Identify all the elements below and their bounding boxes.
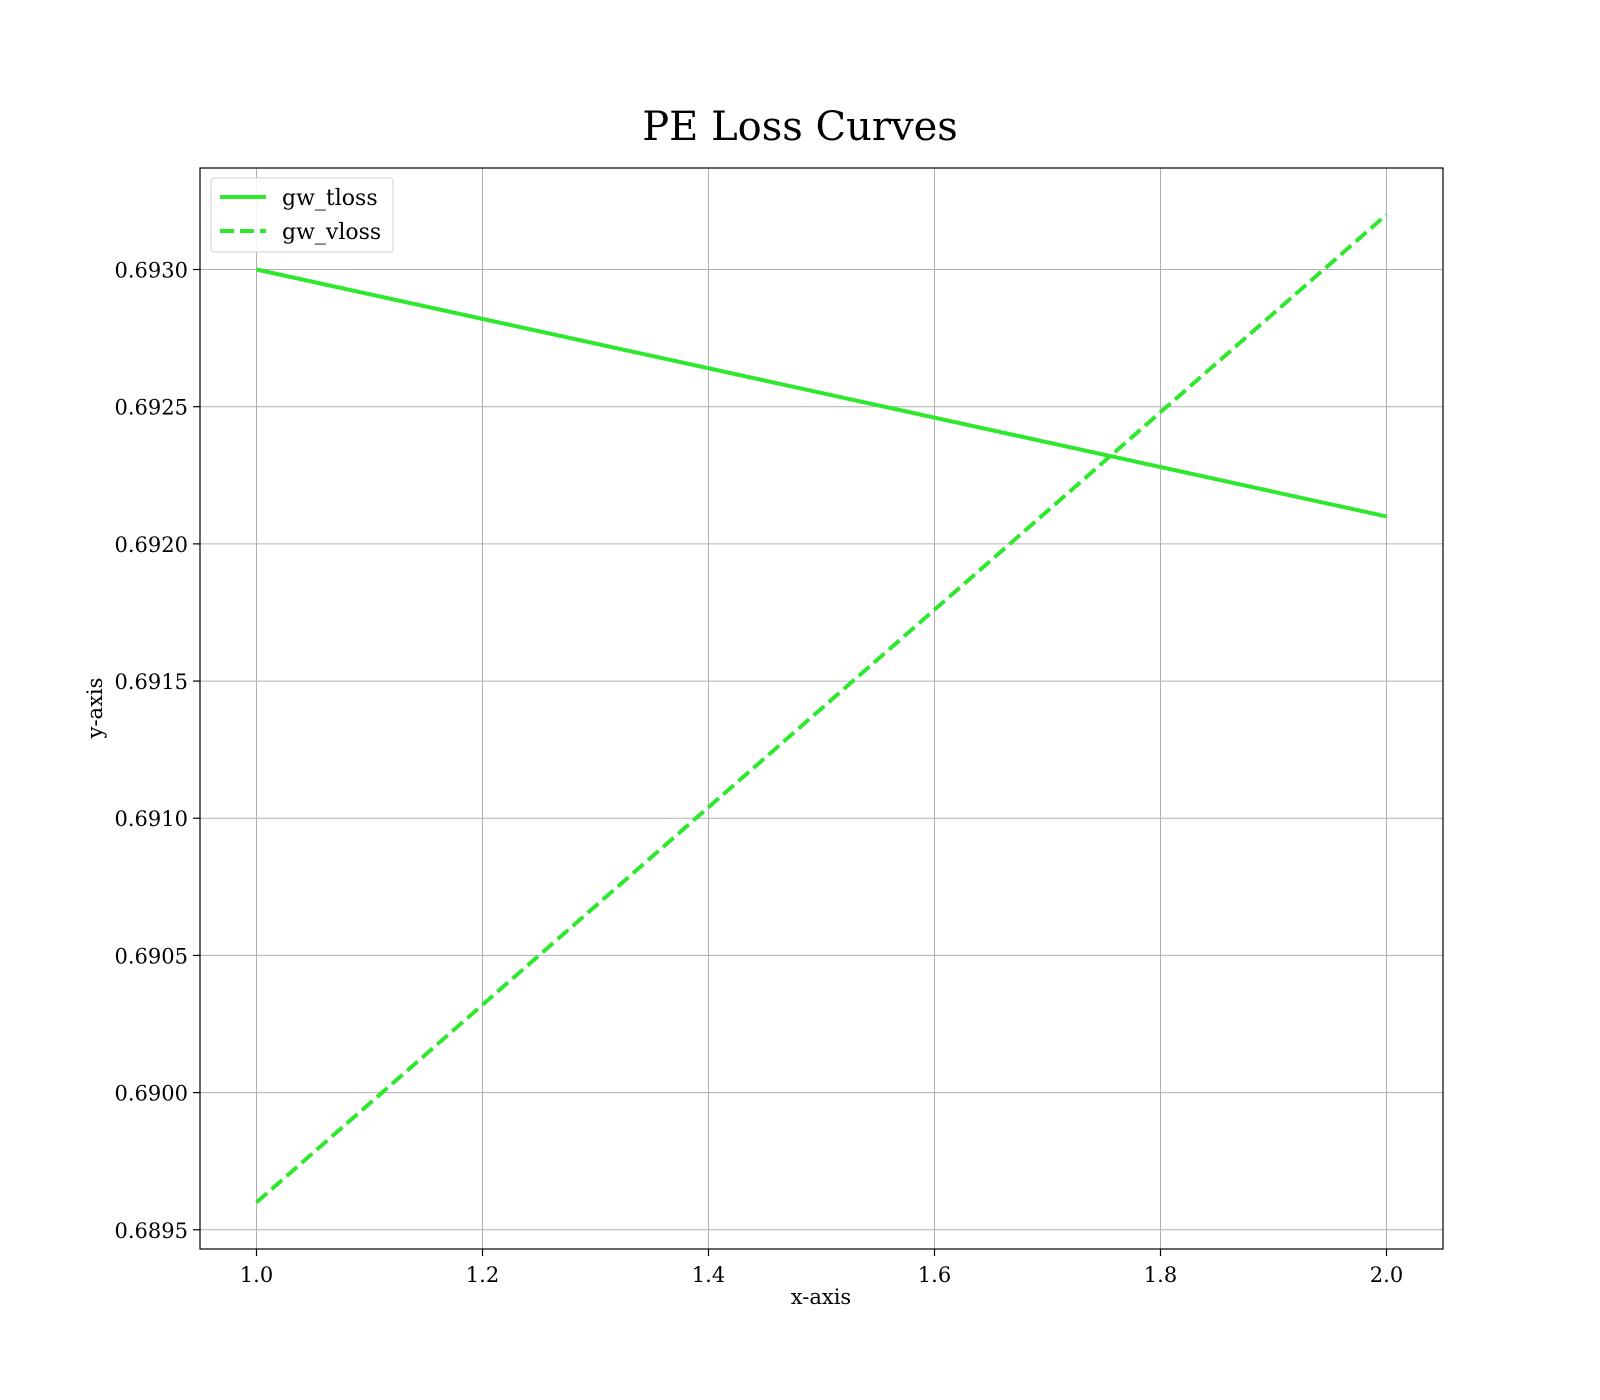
x-tick-label: 1.2 — [466, 1263, 499, 1287]
y-tick-label: 0.6930 — [115, 259, 188, 283]
y-tick-label: 0.6900 — [115, 1082, 188, 1106]
legend: gw_tloss gw_vloss — [210, 177, 394, 253]
x-tick-label: 1.6 — [918, 1263, 951, 1287]
x-tick-label: 2.0 — [1370, 1263, 1403, 1287]
y-axis-label: y-axis — [83, 678, 107, 740]
x-tick-label: 1.0 — [240, 1263, 273, 1287]
tick-layer: 1.0 1.2 1.4 1.6 1.8 2.0 0.6895 0.6900 0.6905 0.69… — [115, 259, 1404, 1287]
x-tick-label: 1.8 — [1144, 1263, 1177, 1287]
x-axis-label: x-axis — [791, 1285, 851, 1309]
series-layer — [255, 213, 1388, 1204]
plot-frame — [199, 167, 1444, 1250]
x-tick-label: 1.4 — [692, 1263, 725, 1287]
chart-title: PE Loss Curves — [642, 104, 958, 150]
y-tick-label: 0.6915 — [115, 670, 188, 694]
y-tick-label: 0.6925 — [115, 396, 188, 420]
grid-layer — [200, 168, 1443, 1249]
series-line-gw-vloss — [255, 213, 1388, 1204]
y-tick-label: 0.6910 — [115, 807, 188, 831]
y-tick-label: 0.6905 — [115, 944, 188, 968]
legend-label-gw-tloss: gw_tloss — [282, 186, 378, 211]
y-tick-label: 0.6920 — [115, 533, 188, 557]
legend-label-gw-vloss: gw_vloss — [282, 220, 381, 245]
y-tick-label: 0.6895 — [115, 1219, 188, 1243]
series-line-gw-tloss — [256, 267, 1387, 519]
